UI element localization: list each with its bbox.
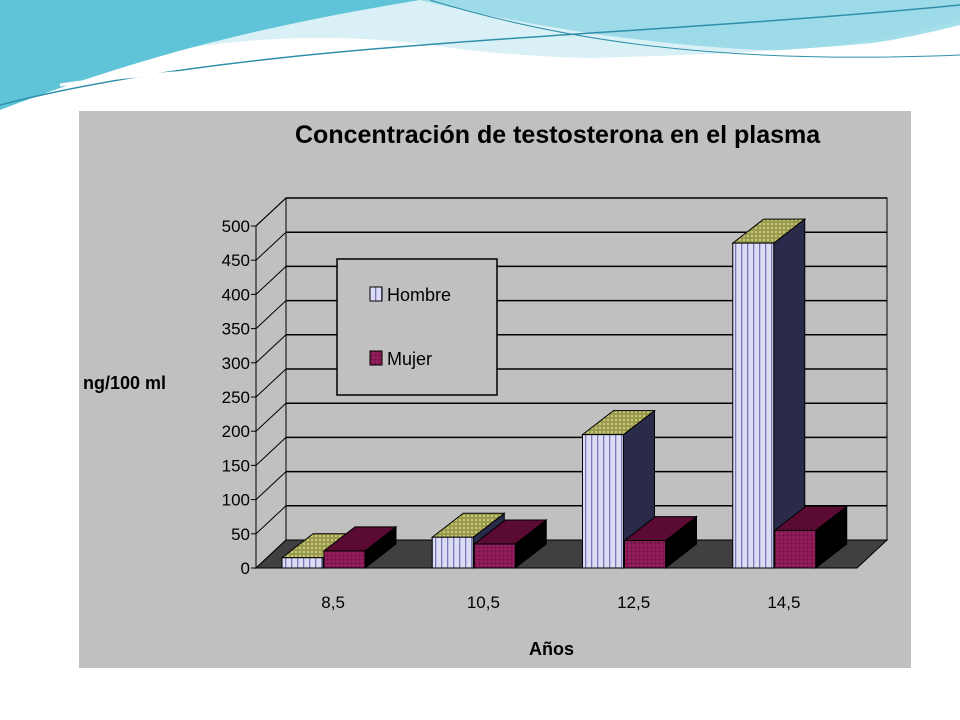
x-tick-label: 8,5 [321, 593, 345, 612]
y-tick-label: 500 [222, 217, 250, 236]
gridline-side [255, 300, 287, 329]
bar-hombre [732, 242, 775, 569]
gridline-side [255, 197, 287, 227]
decor-wave-band [420, 0, 960, 51]
gridline-side [255, 402, 287, 432]
gridline-side [255, 266, 287, 295]
y-tick-label: 0 [241, 559, 250, 578]
legend-box [336, 258, 498, 396]
chart-panel: Concentración de testosterona en el plas… [79, 111, 911, 668]
y-tick-label: 400 [222, 285, 250, 304]
plot-area: 0 50 100 150 200 250 300 350 400 450 500 8,5 10,5 12,… [222, 196, 889, 612]
x-tick-label: 10,5 [467, 593, 500, 612]
chart-title: Concentración de testosterona en el plas… [295, 121, 821, 149]
gridline-side [255, 471, 287, 500]
legend-swatch-hombre [369, 286, 383, 302]
decor-line-3 [429, 0, 960, 58]
gridline-side [255, 505, 287, 535]
legend: Hombre Mujer [336, 258, 498, 396]
y-tick-label: 350 [222, 320, 250, 339]
gridline-side [255, 368, 287, 398]
slide-decoration [0, 0, 960, 110]
legend-label-hombre: Hombre [387, 285, 451, 305]
x-tick-label: 12,5 [617, 593, 650, 612]
bar-mujer [774, 529, 817, 569]
y-tick-label: 200 [222, 422, 250, 441]
gridline-side [255, 231, 287, 261]
y-tick-label: 50 [231, 525, 250, 544]
decor-line-2 [59, 33, 960, 87]
legend-swatch-mujer [369, 350, 383, 366]
chart: Concentración de testosterona en el plas… [83, 121, 889, 659]
y-tick-label: 150 [222, 456, 250, 475]
decor-line-1 [0, 4, 960, 106]
bar-hombre [281, 557, 324, 569]
decor-wave-teal [0, 0, 420, 110]
y-tick-label: 450 [222, 251, 250, 270]
y-axis-title: ng/100 ml [83, 373, 166, 393]
bar-hombre [582, 434, 624, 569]
y-tick-label: 100 [222, 491, 250, 510]
bar-mujer [624, 540, 666, 569]
legend-label-mujer: Mujer [387, 349, 432, 369]
gridline-side [255, 334, 287, 364]
y-tick-label: 300 [222, 354, 250, 373]
x-tick-label: 14,5 [767, 593, 800, 612]
y-tick-label: 250 [222, 388, 250, 407]
bar-mujer [473, 543, 516, 569]
bar-hombre [431, 536, 474, 569]
x-axis-title: Años [529, 639, 574, 659]
gridline-side [255, 437, 287, 466]
bar-mujer [323, 550, 366, 569]
